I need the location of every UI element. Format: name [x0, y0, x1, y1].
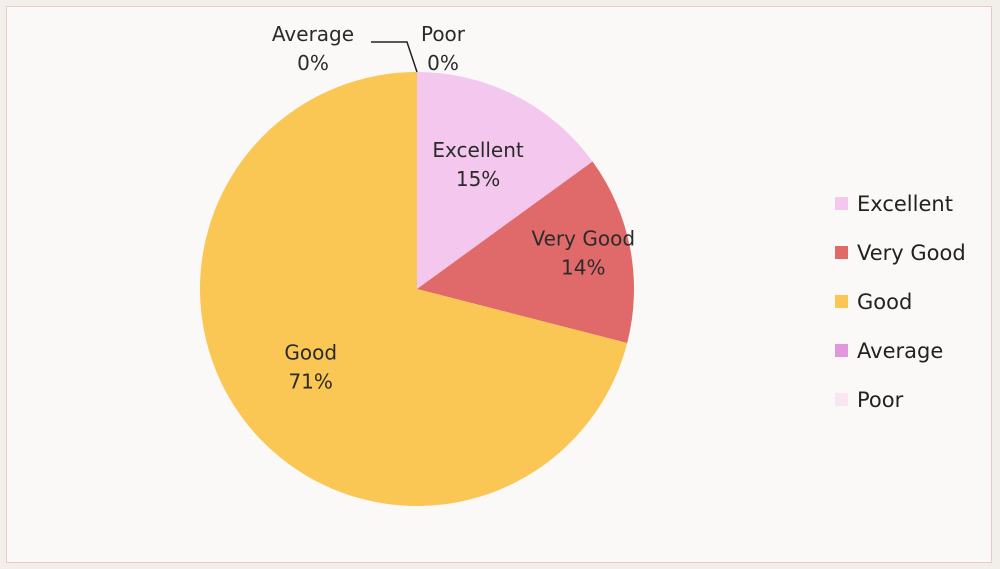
legend-swatch-good — [835, 295, 848, 308]
legend-swatch-average — [835, 344, 848, 357]
legend-swatch-very-good — [835, 246, 848, 259]
legend-label-good: Good — [857, 289, 913, 314]
pie-slice-excellent — [417, 72, 593, 289]
slice-label-good: Good 71% — [284, 340, 337, 393]
legend-swatch-excellent — [835, 197, 848, 210]
legend-item-excellent: Excellent — [835, 179, 995, 228]
legend: Excellent Very Good Good Average Poor — [835, 179, 995, 424]
slice-label-very-good: Very Good 14% — [532, 226, 636, 279]
pie-chart: Excellent 15%Very Good 14% Good 71% Average 0%… — [199, 22, 636, 507]
slice-label-poor: Poor 0% — [421, 22, 466, 75]
slice-label-average: Average 0% — [272, 22, 354, 75]
legend-label-average: Average — [857, 338, 944, 363]
legend-item-very-good: Very Good — [835, 228, 995, 277]
legend-item-good: Good — [835, 277, 995, 326]
pie-slice-good — [199, 72, 628, 507]
leader-line-average — [371, 41, 418, 73]
legend-swatch-poor — [835, 393, 848, 406]
slice-label-excellent: Excellent 15% — [432, 138, 524, 191]
legend-label-very-good: Very Good — [857, 240, 966, 265]
legend-label-excellent: Excellent — [857, 191, 953, 216]
chart-frame: Excellent 15% Very Good 14% Good 71% Average 0%… — [6, 6, 992, 563]
legend-label-poor: Poor — [857, 387, 904, 412]
legend-item-average: Average — [835, 326, 995, 375]
legend-item-poor: Poor — [835, 375, 995, 424]
pie-slice-very-good — [417, 161, 634, 343]
